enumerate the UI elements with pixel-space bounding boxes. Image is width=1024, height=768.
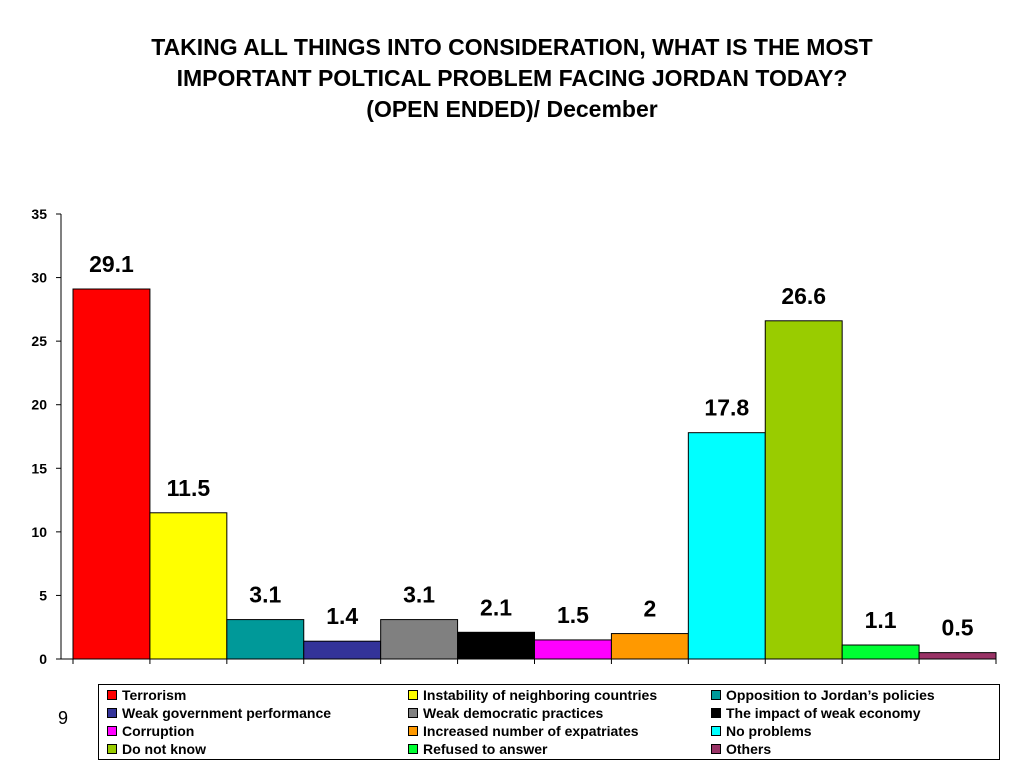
- data-label: 11.5: [167, 475, 211, 501]
- bar: [841, 644, 920, 660]
- legend-item: Weak democratic practices: [408, 705, 603, 721]
- y-tick-label: 15: [31, 460, 47, 476]
- data-label: 3.1: [403, 582, 435, 608]
- data-label: 1.4: [326, 603, 358, 629]
- legend-swatch: [408, 744, 418, 754]
- chart-legend: Terrorism Instability of neighboring coun…: [98, 684, 1000, 760]
- legend-label: Increased number of expatriates: [423, 723, 639, 739]
- bar: [764, 320, 843, 660]
- legend-item: Corruption: [107, 723, 194, 739]
- legend-swatch: [107, 690, 117, 700]
- legend-label: Instability of neighboring countries: [423, 687, 658, 703]
- bar: [610, 633, 689, 660]
- bar: [303, 640, 382, 660]
- legend-swatch: [711, 690, 721, 700]
- legend-item: Refused to answer: [408, 741, 547, 757]
- bar: [457, 631, 536, 660]
- data-label: 2: [643, 596, 656, 622]
- data-label: 2.1: [480, 594, 512, 620]
- bar: [72, 288, 151, 660]
- bar: [149, 512, 228, 660]
- data-label: 1.5: [557, 602, 589, 628]
- title-line-2: IMPORTANT POLTICAL PROBLEM FACING JORDAN…: [176, 65, 848, 91]
- legend-label: Weak government performance: [122, 705, 332, 721]
- legend-item: Terrorism: [107, 687, 186, 703]
- legend-item: Increased number of expatriates: [408, 723, 639, 739]
- bar: [918, 652, 997, 660]
- bar: [380, 619, 459, 660]
- y-tick-label: 10: [31, 524, 47, 540]
- legend-item: Others: [711, 741, 771, 757]
- legend-item: The impact of weak economy: [711, 705, 921, 721]
- data-label: 26.6: [781, 283, 826, 309]
- legend-item: Do not know: [107, 741, 206, 757]
- y-tick-label: 25: [31, 333, 47, 349]
- legend-item: Weak government performance: [107, 705, 331, 721]
- bar: [534, 639, 612, 660]
- data-label: 17.8: [704, 395, 749, 421]
- title-line-3: (OPEN ENDED)/ December: [366, 96, 658, 122]
- page-number: 9: [58, 708, 69, 728]
- data-label: 29.1: [89, 251, 134, 277]
- title-line-1: TAKING ALL THINGS INTO CONSIDERATION, WH…: [151, 34, 873, 60]
- legend-swatch: [408, 708, 418, 718]
- y-tick-label: 30: [31, 270, 47, 286]
- data-label: 1.1: [865, 607, 897, 633]
- legend-label: Terrorism: [122, 687, 187, 703]
- bar: [226, 619, 305, 660]
- legend-swatch: [107, 726, 117, 736]
- legend-label: No problems: [726, 723, 812, 739]
- legend-label: Opposition to Jordan’s policies: [726, 687, 935, 703]
- legend-label: Do not know: [122, 741, 206, 757]
- data-label: 3.1: [249, 582, 281, 608]
- legend-swatch: [711, 726, 721, 736]
- legend-label: Corruption: [122, 723, 195, 739]
- bar-chart: 0 5 10 15 20 25 30 35 29.1 11.5 3.1 1.4 3.1 2.1 1.5 2 17…: [31, 206, 997, 667]
- legend-label: Refused to answer: [423, 741, 548, 757]
- legend-label: Weak democratic practices: [423, 705, 604, 721]
- y-tick-label: 0: [39, 651, 47, 667]
- chart-title: TAKING ALL THINGS INTO CONSIDERATION, WH…: [40, 32, 984, 125]
- legend-item: Opposition to Jordan’s policies: [711, 687, 935, 703]
- bar: [687, 432, 766, 660]
- legend-swatch: [711, 744, 721, 754]
- legend-swatch: [408, 690, 418, 700]
- y-tick-label: 35: [31, 206, 47, 222]
- legend-swatch: [408, 726, 418, 736]
- legend-label: Others: [726, 741, 772, 757]
- legend-swatch: [107, 708, 117, 718]
- legend-item: Instability of neighboring countries: [408, 687, 657, 703]
- legend-swatch: [711, 708, 721, 718]
- legend-swatch: [107, 744, 117, 754]
- legend-item: No problems: [711, 723, 812, 739]
- y-tick-label: 20: [31, 397, 47, 413]
- y-tick-label: 5: [39, 587, 47, 603]
- legend-label: The impact of weak economy: [726, 705, 921, 721]
- data-label: 0.5: [942, 615, 974, 641]
